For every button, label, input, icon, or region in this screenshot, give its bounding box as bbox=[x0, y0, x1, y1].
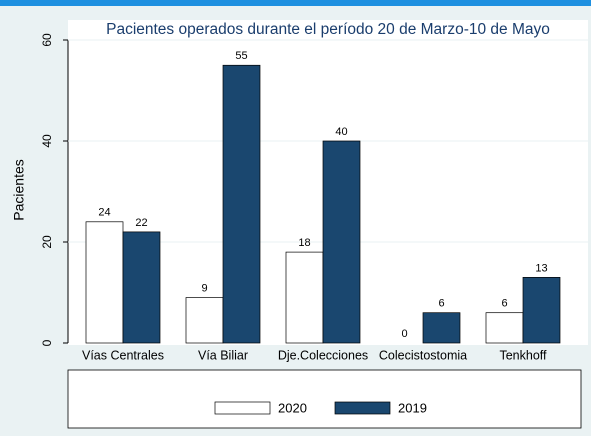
bar bbox=[522, 277, 561, 344]
chart-title: Pacientes operados durante el período 20… bbox=[106, 21, 550, 38]
x-tick-label: Colecistostomia bbox=[379, 348, 467, 362]
bar bbox=[322, 140, 361, 344]
top-bar bbox=[0, 0, 591, 6]
value-label: 9 bbox=[201, 282, 207, 294]
bar bbox=[285, 251, 324, 344]
x-tick-label: Vías Centrales bbox=[82, 348, 164, 362]
legend-swatch bbox=[214, 401, 271, 415]
y-tick-label: 60 bbox=[40, 33, 54, 47]
x-tick-label: Dje.Colecciones bbox=[278, 348, 368, 362]
bar bbox=[422, 312, 461, 344]
value-label: 55 bbox=[235, 50, 247, 62]
x-tick-label: Vía Biliar bbox=[198, 348, 248, 362]
legend-swatch bbox=[334, 401, 391, 415]
bar bbox=[185, 297, 224, 344]
value-label: 22 bbox=[135, 217, 147, 229]
y-axis-label: Pacientes bbox=[11, 159, 27, 220]
bar bbox=[122, 231, 161, 344]
bar bbox=[85, 221, 124, 344]
bar bbox=[222, 64, 261, 344]
x-tick-label: Tenkhoff bbox=[499, 348, 547, 362]
y-tick-label: 40 bbox=[40, 134, 54, 148]
legend-label: 2020 bbox=[278, 400, 307, 415]
value-label: 6 bbox=[438, 298, 444, 310]
value-label: 6 bbox=[501, 298, 507, 310]
legend-label: 2019 bbox=[398, 400, 427, 415]
value-label: 13 bbox=[535, 262, 547, 274]
value-label: 40 bbox=[335, 126, 347, 138]
value-label: 0 bbox=[401, 328, 407, 340]
y-tick-label: 20 bbox=[40, 235, 54, 249]
value-label: 24 bbox=[98, 207, 110, 219]
value-label: 18 bbox=[298, 237, 310, 249]
legend bbox=[67, 369, 582, 429]
bar bbox=[485, 312, 524, 344]
y-tick-label: 0 bbox=[40, 339, 54, 346]
